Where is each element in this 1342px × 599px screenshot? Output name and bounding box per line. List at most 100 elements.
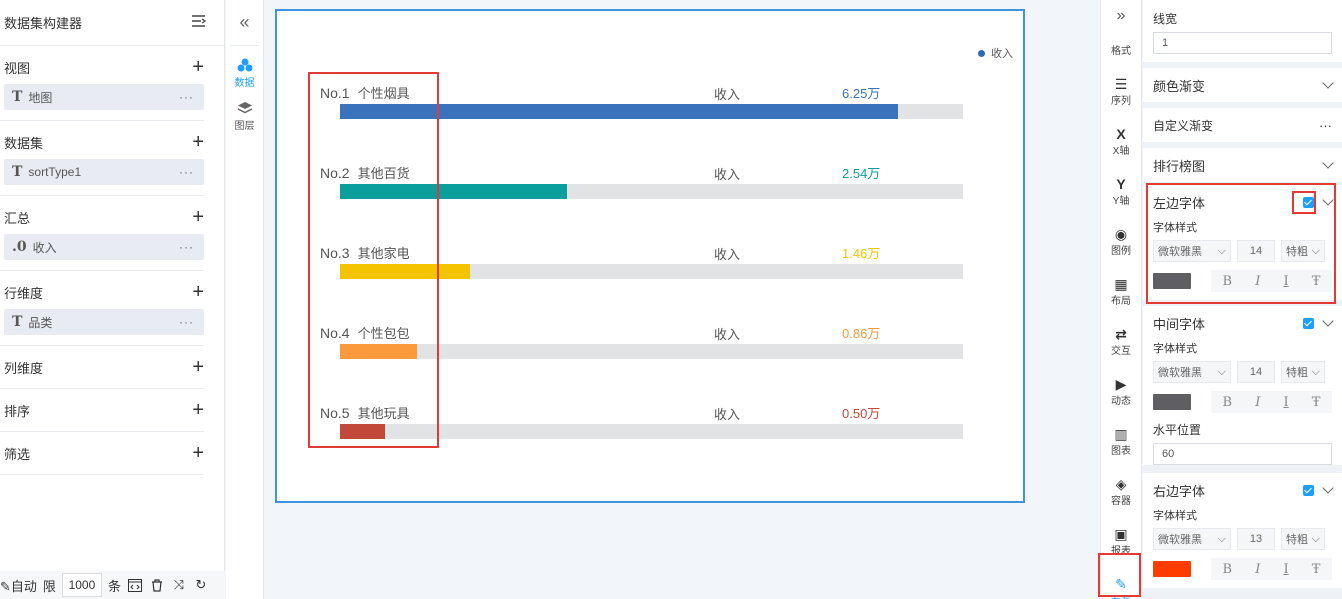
category-label: 个性包包 [357, 326, 410, 341]
tab-layout[interactable]: ▦ 布局 [1101, 266, 1141, 316]
field-item[interactable]: T sortType1 ··· [4, 159, 204, 185]
field-item[interactable]: .0 收入 ··· [4, 234, 204, 260]
color-gradient-header[interactable]: 颜色渐变 [1153, 68, 1334, 102]
collapse-panel-icon[interactable]: « [230, 0, 259, 46]
add-filter-button[interactable]: + [192, 442, 204, 464]
chevron-down-icon [1322, 194, 1334, 206]
ranking-row[interactable]: No.2 其他百货 收入 2.54万 [320, 163, 965, 213]
underline-button[interactable]: I [1283, 273, 1289, 289]
tab-series[interactable]: ☰ 序列 [1101, 66, 1141, 116]
bold-button[interactable]: B [1222, 561, 1233, 577]
sql-icon[interactable] [127, 577, 143, 593]
ranking-chart[interactable]: 收入 No.1 个性烟具 收入 6.25万 No.2 其他百货 收入 2.54万 No.3 其他家… [275, 9, 1025, 503]
strikethrough-button[interactable]: Ŧ [1311, 273, 1321, 289]
tab-container[interactable]: ◈ 容器 [1101, 466, 1141, 516]
expand-icon[interactable]: » [1116, 7, 1126, 24]
font-style-label: 字体样式 [1153, 222, 1197, 234]
legend-marker [978, 49, 985, 57]
italic-button[interactable]: I [1255, 273, 1261, 289]
data-icon [237, 58, 252, 72]
more-icon[interactable]: ··· [179, 240, 194, 254]
font-weight-select[interactable]: 特粗 ⌵ [1281, 528, 1325, 550]
more-icon[interactable]: ··· [179, 90, 194, 104]
ranking-row[interactable]: No.1 个性烟具 收入 6.25万 [320, 83, 965, 133]
add-row-dimension-button[interactable]: + [192, 281, 204, 303]
collapse-list-icon[interactable] [192, 15, 207, 30]
font-size-input[interactable]: 13 [1237, 528, 1275, 550]
refresh-icon[interactable]: ↻ [195, 577, 207, 592]
font-family-select[interactable]: 微软雅黑 ⌵ [1153, 528, 1231, 550]
text-type-icon: T [12, 164, 23, 180]
font-weight-select[interactable]: 特粗 ⌵ [1281, 240, 1325, 262]
add-summary-button[interactable]: + [192, 206, 204, 228]
more-icon[interactable]: ··· [179, 315, 194, 329]
add-view-button[interactable]: + [192, 56, 204, 78]
font-family-select[interactable]: 微软雅黑 ⌵ [1153, 240, 1231, 262]
bold-button[interactable]: B [1222, 273, 1233, 289]
font-color-swatch[interactable] [1153, 561, 1191, 577]
line-width-input[interactable]: 1 [1153, 32, 1332, 54]
strikethrough-button[interactable]: Ŧ [1311, 394, 1321, 410]
text-type-icon: T [12, 314, 23, 330]
add-dataset-button[interactable]: + [192, 131, 204, 153]
italic-button[interactable]: I [1255, 561, 1261, 577]
text-style-buttons: B I I Ŧ [1211, 391, 1332, 413]
chevron-down-icon [1322, 157, 1334, 169]
limit-input[interactable]: 1000 [61, 573, 102, 597]
left-font-checkbox[interactable] [1303, 196, 1314, 208]
font-size-input[interactable]: 14 [1237, 240, 1275, 262]
more-icon[interactable]: ··· [179, 165, 194, 179]
layout-icon: ▦ [1114, 275, 1128, 292]
font-color-swatch[interactable] [1153, 394, 1191, 410]
bold-button[interactable]: B [1222, 394, 1233, 410]
ranking-row[interactable]: No.3 其他家电 收入 1.46万 [320, 243, 965, 293]
underline-button[interactable]: I [1283, 394, 1289, 410]
limit-label: 限 [42, 578, 56, 594]
field-item[interactable]: T 地图 ··· [4, 84, 204, 110]
right-font-header[interactable]: 右边字体 [1153, 473, 1334, 507]
tab-format[interactable]: 格式 [1101, 32, 1141, 66]
left-font-header[interactable]: 左边字体 [1153, 185, 1334, 219]
italic-button[interactable]: I [1255, 394, 1261, 410]
tab-special[interactable]: ✎专有 [1101, 566, 1141, 599]
tab-interaction[interactable]: ⇄ 交互 [1101, 316, 1141, 366]
font-color-swatch[interactable] [1153, 273, 1191, 289]
ranking-row[interactable]: No.5 其他玩具 收入 0.50万 [320, 403, 965, 453]
font-family-select[interactable]: 微软雅黑 ⌵ [1153, 361, 1231, 383]
tab-legend[interactable]: ◉ 图例 [1101, 216, 1141, 266]
panel-title: 数据集构建器 [4, 16, 83, 31]
add-sort-button[interactable]: + [192, 399, 204, 421]
strikethrough-button[interactable]: Ŧ [1311, 561, 1321, 577]
middle-font-header[interactable]: 中间字体 [1153, 306, 1334, 340]
font-size-input[interactable]: 14 [1237, 361, 1275, 383]
tab-animation[interactable]: ▶ 动态 [1101, 366, 1141, 416]
ranking-chart-header[interactable]: 排行榜图 [1153, 148, 1334, 182]
tab-label: 报表 [1111, 545, 1131, 557]
font-weight-select[interactable]: 特粗 ⌵ [1281, 361, 1325, 383]
auto-toggle[interactable]: ✎自动 [0, 578, 37, 594]
nav-item-data[interactable]: 数据 [226, 58, 263, 89]
tab-x-axis[interactable]: X X轴 [1101, 116, 1141, 166]
horizontal-position-input[interactable]: 60 [1153, 443, 1332, 465]
more-icon[interactable]: ··· [1319, 117, 1332, 133]
ranking-row[interactable]: No.4 个性包包 收入 0.86万 [320, 323, 965, 373]
field-item[interactable]: T 品类 ··· [4, 309, 204, 335]
middle-font-checkbox[interactable] [1303, 317, 1314, 329]
tab-chart[interactable]: ▥ 图表 [1101, 416, 1141, 466]
add-column-dimension-button[interactable]: + [192, 356, 204, 378]
nav-item-label: 图层 [234, 121, 255, 132]
shuffle-icon[interactable]: ⤨ [173, 577, 185, 592]
tab-report[interactable]: ▣ 报表 [1101, 516, 1141, 566]
custom-gradient-row[interactable]: 自定义渐变 ··· [1153, 117, 1332, 133]
delete-icon[interactable] [149, 577, 165, 593]
underline-button[interactable]: I [1283, 561, 1289, 577]
horizontal-position-label: 水平位置 [1153, 423, 1202, 437]
section-label: 视图 [4, 60, 31, 76]
chart-legend[interactable]: 收入 [978, 45, 1013, 61]
tab-y-axis[interactable]: Y Y轴 [1101, 166, 1141, 216]
section-column-dimension: 列维度 + [0, 346, 204, 389]
right-font-checkbox[interactable] [1303, 484, 1314, 496]
nav-item-layers[interactable]: 图层 [226, 101, 263, 132]
side-nav: « 数据 图层 [226, 0, 264, 599]
tab-label: 容器 [1111, 495, 1131, 507]
